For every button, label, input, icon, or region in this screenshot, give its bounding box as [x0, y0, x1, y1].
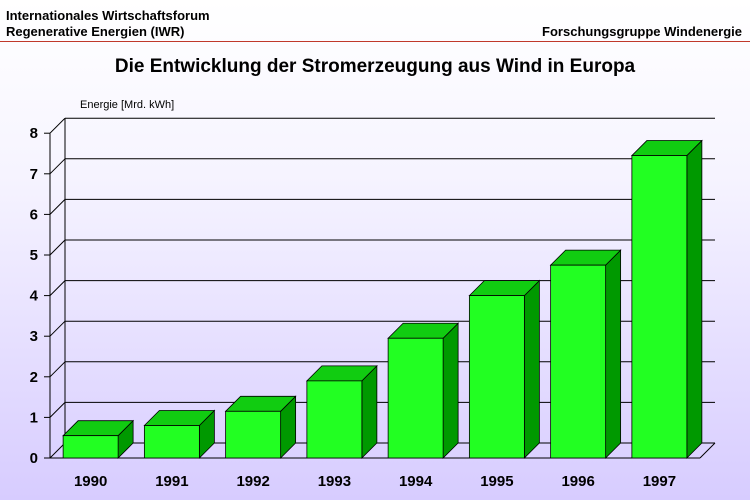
y-tick-label-6: 6	[30, 206, 38, 223]
bar-1995	[468, 279, 541, 459]
bar-side-1996	[605, 249, 622, 459]
gridline-side-6	[49, 199, 66, 215]
chart-bars	[62, 139, 703, 459]
y-tick-label-7: 7	[30, 166, 38, 183]
x-tick-label-1996: 1996	[561, 473, 594, 490]
gridline-side-1	[49, 402, 66, 418]
bar-front-1992	[225, 410, 282, 459]
bar-side-1993	[361, 364, 378, 459]
bar-1993	[305, 364, 378, 459]
gridline-side-8	[49, 117, 66, 134]
bar-1991	[143, 409, 216, 459]
y-axis-label: Energie [Mrd. kWh]	[80, 99, 174, 111]
bar-front-1995	[468, 295, 525, 459]
x-tick-label-1993: 1993	[318, 473, 351, 490]
gridline-side-7	[49, 158, 66, 175]
org-name-line2: Regenerative Energien (IWR)	[6, 24, 185, 39]
y-tick-label-4: 4	[30, 288, 39, 305]
gridline-side-5	[49, 239, 66, 256]
y-tick-label-2: 2	[30, 369, 38, 386]
bar-front-1990	[62, 435, 119, 459]
bar-side-1995	[523, 279, 540, 459]
x-tick-label-1990: 1990	[74, 473, 107, 490]
chart-labels: 0 1 2 3 4 5 6 7 8 1990 1991 1992 1993 1994 1995 1996 199…	[30, 125, 676, 490]
gridline-side-2	[49, 361, 66, 378]
y-tick-label-0: 0	[30, 450, 38, 467]
bar-side-1997	[686, 139, 703, 459]
header-organization: Internationales Wirtschaftsforum Regener…	[6, 8, 210, 40]
gridline-side-0	[49, 442, 66, 459]
x-tick-label-1994: 1994	[399, 473, 433, 490]
bar-front-1996	[550, 264, 607, 459]
bar-1997	[630, 139, 703, 459]
header-divider	[0, 41, 750, 42]
gridline-side-3	[49, 320, 66, 337]
chart-title: Die Entwicklung der Stromerzeugung aus W…	[114, 56, 636, 77]
x-tick-label-1997: 1997	[643, 473, 676, 490]
bar-1992	[224, 395, 297, 459]
x-tick-label-1992: 1992	[236, 473, 269, 490]
x-tick-label-1991: 1991	[155, 473, 188, 490]
y-tick-label-1: 1	[30, 409, 38, 426]
org-name-line1: Internationales Wirtschaftsforum	[6, 8, 210, 23]
y-tick-label-3: 3	[30, 328, 38, 345]
bar-1994	[387, 322, 460, 459]
bar-front-1994	[387, 337, 444, 459]
bar-1990	[62, 419, 135, 459]
gridline-side-4	[49, 280, 66, 296]
research-group-label: Forschungsgruppe Windenergie	[542, 24, 742, 39]
x-axis-end	[699, 442, 716, 459]
y-tick-label-5: 5	[30, 247, 38, 264]
bar-front-1993	[306, 380, 363, 459]
bar-1996	[549, 249, 622, 459]
y-tick-label-8: 8	[30, 125, 38, 142]
bar-front-1991	[143, 425, 200, 459]
bar-front-1997	[631, 155, 688, 459]
bar-side-1994	[442, 322, 459, 459]
x-tick-label-1995: 1995	[480, 473, 513, 490]
